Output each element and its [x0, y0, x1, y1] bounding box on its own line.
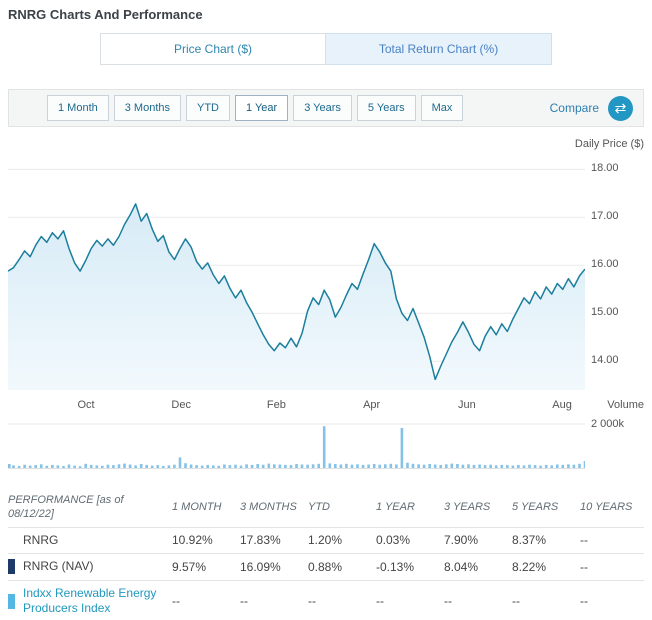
- perf-value: --: [580, 533, 588, 548]
- price-plot-area: 14.00 15.00 16.00 17.00 18.00: [7, 155, 619, 395]
- period-tab-3-years[interactable]: 3 Years: [293, 95, 352, 121]
- column-header: YTD: [308, 501, 330, 514]
- period-tab-1-year[interactable]: 1 Year: [235, 95, 289, 121]
- x-axis-label: Aug: [552, 399, 572, 411]
- volume-tick-label: 2 000k: [591, 418, 625, 430]
- series-color-chip: [8, 533, 15, 548]
- perf-value: --: [580, 559, 588, 574]
- chart-tab-price[interactable]: Price Chart ($): [100, 33, 326, 65]
- price-axis-title: Daily Price ($): [574, 138, 644, 150]
- series-color-chip: [8, 593, 15, 609]
- period-tab-1-month[interactable]: 1 Month: [47, 95, 109, 121]
- period-tabs: 1 Month 3 Months YTD 1 Year 3 Years 5 Years Ma…: [47, 95, 468, 121]
- series-label: RNRG: [8, 533, 172, 549]
- swap-arrows-icon: ⇄: [614, 99, 627, 116]
- perf-value: --: [172, 594, 180, 609]
- table-row: Indxx Renewable Energy Producers Index --…: [8, 579, 644, 620]
- x-axis-label: Jun: [457, 399, 476, 411]
- period-tab-3-months[interactable]: 3 Months: [113, 95, 181, 121]
- perf-value: 7.90%: [444, 533, 479, 548]
- column-header: 3 YEARS: [444, 501, 491, 514]
- perf-value: --: [308, 594, 316, 609]
- perf-value: 17.83%: [240, 533, 281, 548]
- perf-value: 8.22%: [512, 559, 547, 574]
- perf-value: 16.09%: [240, 559, 281, 574]
- perf-value: -0.13%: [376, 559, 415, 574]
- column-header: 1 YEAR: [376, 501, 415, 514]
- volume-chart: [8, 423, 587, 469]
- perf-value: --: [240, 594, 248, 609]
- series-label: RNRG (NAV): [8, 559, 172, 575]
- column-header: 1 MONTH: [172, 501, 222, 514]
- period-tab-max[interactable]: Max: [420, 95, 464, 121]
- perf-value: --: [580, 594, 588, 609]
- perf-value: 1.20%: [308, 533, 343, 548]
- perf-value: 8.37%: [512, 533, 547, 548]
- table-header-row: PERFORMANCE [as of 08/12/22] 1 MONTH 3 MON…: [8, 488, 644, 527]
- perf-value: 9.57%: [172, 559, 207, 574]
- column-header: 3 MONTHS: [240, 501, 297, 514]
- series-name: Indxx Renewable Energy Producers Index: [23, 585, 157, 616]
- column-header: 10 YEARS: [580, 501, 633, 514]
- performance-table: PERFORMANCE [as of 08/12/22] 1 MONTH 3 MON…: [8, 488, 644, 620]
- compare-control: Compare ⇄: [549, 95, 633, 121]
- period-tab-ytd[interactable]: YTD: [186, 95, 230, 121]
- compare-button[interactable]: ⇄: [608, 95, 633, 121]
- y-axis-label: 17.00: [591, 210, 619, 223]
- page-title: RNRG Charts And Performance: [8, 7, 203, 22]
- period-tab-5-years[interactable]: 5 Years: [356, 95, 416, 121]
- perf-value: 10.92%: [172, 533, 213, 548]
- volume-plot-area: 2 000k: [8, 417, 624, 474]
- table-row: RNRG 10.92% 17.83% 1.20% 0.03% 7.90% 8.37% --: [8, 526, 644, 554]
- x-axis-label: Oct: [77, 399, 95, 411]
- x-axis-label: Apr: [363, 399, 381, 411]
- price-chart: [7, 168, 586, 390]
- series-name: RNRG: [23, 532, 59, 547]
- perf-value: --: [444, 594, 452, 609]
- perf-value: --: [376, 594, 384, 609]
- volume-axis-title: Volume: [607, 399, 644, 411]
- y-axis-label: 15.00: [591, 306, 619, 319]
- period-toolbar: 1 Month 3 Months YTD 1 Year 3 Years 5 Years Ma…: [8, 89, 644, 127]
- perf-value: --: [512, 594, 520, 609]
- y-axis-label: 14.00: [591, 354, 619, 367]
- y-axis-label: 18.00: [591, 162, 619, 175]
- compare-link[interactable]: Compare: [549, 101, 599, 115]
- perf-value: 8.04%: [444, 559, 479, 574]
- chart-type-tabs: Price Chart ($) Total Return Chart (%): [0, 33, 652, 65]
- perf-value: 0.88%: [308, 559, 343, 574]
- price-x-axis: Volume Oct Dec Feb Apr Jun Aug: [8, 399, 644, 415]
- chart-tab-total-return[interactable]: Total Return Chart (%): [326, 33, 552, 65]
- series-name: RNRG (NAV): [23, 559, 94, 574]
- y-axis-label: 16.00: [591, 258, 619, 271]
- perf-value: 0.03%: [376, 533, 411, 548]
- series-color-chip: [8, 559, 15, 575]
- x-axis-label: Feb: [266, 399, 286, 411]
- series-label: Indxx Renewable Energy Producers Index: [8, 586, 172, 617]
- column-header: PERFORMANCE [as of 08/12/22]: [8, 494, 124, 521]
- table-row: RNRG (NAV) 9.57% 16.09% 0.88% -0.13% 8.04% 8.2…: [8, 553, 644, 580]
- column-header: 5 YEARS: [512, 501, 559, 514]
- x-axis-label: Dec: [171, 399, 191, 411]
